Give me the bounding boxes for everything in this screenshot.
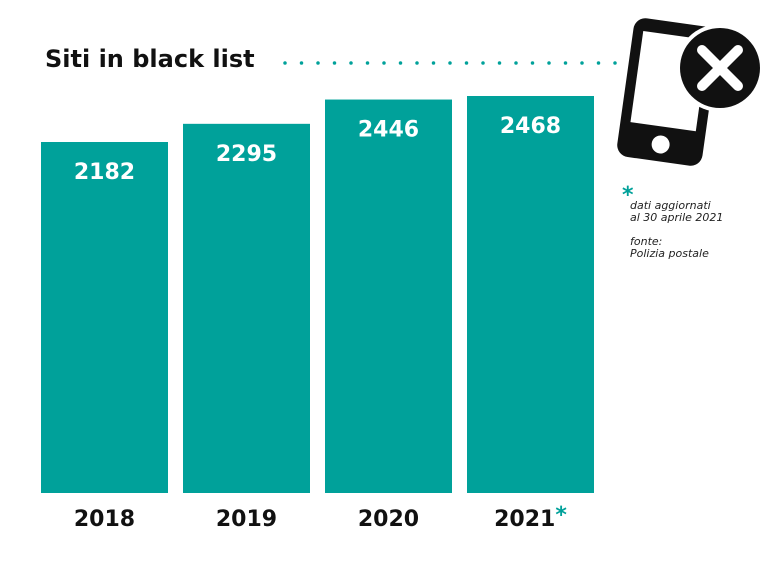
x-tick-label: 2018 <box>74 507 135 532</box>
footnote-marker: * <box>622 183 634 208</box>
source-line: Polizia postale <box>630 247 709 260</box>
x-tick-label: 2021* <box>494 503 567 532</box>
category: 2018 <box>74 507 135 532</box>
value-label: 2468 <box>500 114 561 139</box>
value-label: 2446 <box>358 118 419 143</box>
x-tick-label: 2019 <box>216 507 277 532</box>
x-tick-label: 2020 <box>358 507 419 532</box>
bar <box>183 123 310 493</box>
footnote-marker: * <box>555 503 567 528</box>
value-label: 2182 <box>74 160 135 185</box>
footnote-line: al 30 aprile 2021 <box>630 211 723 224</box>
bar <box>41 142 168 493</box>
category: 2020 <box>358 507 419 532</box>
category: 2021 <box>494 507 555 532</box>
chart-title: Siti in black list <box>45 45 255 73</box>
phone-icon <box>617 18 764 166</box>
source-line: fonte: <box>630 235 662 248</box>
bar <box>325 99 452 494</box>
category: 2019 <box>216 507 277 532</box>
bar <box>467 96 594 493</box>
footnote-line: dati aggiornati <box>630 199 711 212</box>
value-label: 2295 <box>216 142 277 167</box>
